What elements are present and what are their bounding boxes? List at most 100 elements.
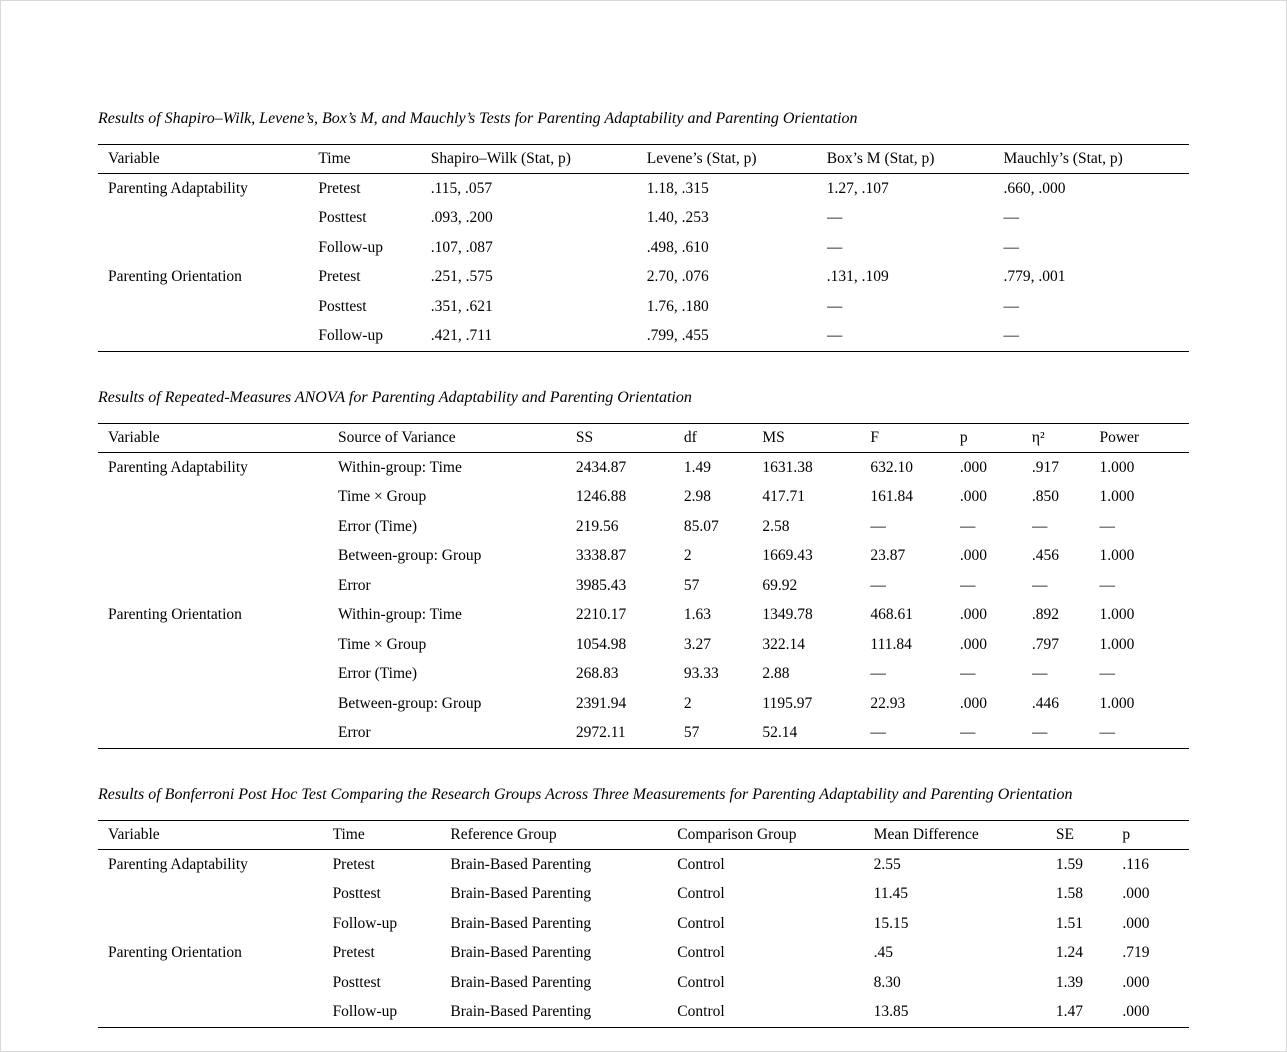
table-row: Follow-up Brain-Based Parenting Control 13.… (98, 998, 1189, 1028)
column-header: p (1122, 820, 1189, 851)
table-row: Time × Group 1246.88 2.98 417.71 161.84 .000.… (98, 483, 1189, 512)
assumption-tests-section: Results of Shapiro–Wilk, Levene’s, Box’s… (98, 97, 1189, 353)
table-cell: Brain-Based Parenting (450, 944, 592, 962)
table-cell: .107, .087 (430, 238, 493, 256)
column-header: MS (762, 423, 871, 454)
table-cell: 3985.43 (575, 576, 627, 594)
table-cell: .892 (1031, 606, 1059, 624)
table-cell (98, 660, 338, 689)
table-cell: — (870, 724, 886, 742)
table-cell: 1.000 (1099, 547, 1135, 565)
table-cell: .000 (959, 458, 987, 476)
table-cell: 1.000 (1099, 488, 1135, 506)
table-cell: .131, .109 (826, 268, 889, 286)
table-cell: 1.51 (1055, 914, 1083, 932)
table-cell: .498, .610 (646, 238, 709, 256)
column-header: p (959, 423, 1032, 454)
table-row: Posttest .351, .621 1.76, .180 — — (98, 292, 1189, 321)
table-cell: .797 (1031, 635, 1059, 653)
table-cell: .719 (1122, 944, 1150, 962)
table-cell: Posttest (318, 209, 367, 227)
table-cell: — (1003, 327, 1019, 345)
table-cell: 2 (683, 694, 692, 712)
anova-table-title: Results of Repeated-Measures ANOVA for P… (98, 389, 692, 407)
table-cell (98, 233, 318, 262)
table-header-row: Variable Time Reference Group Comparison Gr… (98, 820, 1189, 851)
table-cell: .850 (1031, 488, 1059, 506)
column-header: Shapiro–Wilk (Stat, p) (430, 144, 647, 175)
column-header: Levene’s (Stat, p) (646, 144, 827, 175)
table-row: Follow-up .107, .087 .498, .610 — — (98, 233, 1189, 262)
column-header: Mean Difference (873, 820, 1056, 851)
table-cell: Pretest (318, 179, 361, 197)
column-header: SE (1055, 820, 1123, 851)
table-cell: 2210.17 (575, 606, 627, 624)
column-header: F (870, 423, 960, 454)
table-cell (98, 512, 338, 541)
table-cell (98, 483, 338, 512)
table-row: Between-group: Group 2391.94 2 1195.97 22.93… (98, 689, 1189, 718)
table-cell: Error (Time) (338, 665, 418, 683)
column-header: Variable (98, 144, 319, 175)
table-cell: .000 (1122, 885, 1150, 903)
table-cell: 1.000 (1099, 635, 1135, 653)
table-cell: — (1031, 517, 1048, 535)
table-cell: 57 (683, 724, 700, 742)
table-cell: Pretest (332, 855, 375, 873)
table-row: Error 3985.43 57 69.92 — — — — (98, 571, 1189, 600)
table-cell: .456 (1031, 547, 1059, 565)
assumption-tests-table-title: Results of Shapiro–Wilk, Levene’s, Box’s… (98, 110, 858, 127)
table-row: Posttest Brain-Based Parenting Control 11.4… (98, 880, 1189, 909)
table-cell: 2.88 (762, 665, 790, 683)
table-cell: 632.10 (870, 458, 914, 476)
table-cell: 1349.78 (762, 606, 813, 624)
table-cell: — (959, 665, 976, 683)
table-cell (98, 880, 333, 909)
table-cell: .000 (959, 488, 987, 506)
table-cell: Time × Group (338, 635, 427, 653)
table-row: Error (Time) 219.56 85.07 2.58 — — — — (98, 512, 1189, 541)
table-row: Parenting Orientation Pretest Brain-Based … (98, 939, 1189, 968)
column-header: Box’s M (Stat, p) (826, 144, 1004, 175)
table-row: Error (Time) 268.83 93.33 2.88 — — — — (98, 660, 1189, 689)
table-cell: Parenting Orientation (108, 944, 242, 962)
table-cell: Between-group: Group (338, 694, 482, 712)
table-cell: 322.14 (762, 635, 806, 653)
table-cell: .799, .455 (646, 327, 709, 345)
table-cell: .115, .057 (430, 179, 493, 197)
table-row: Posttest Brain-Based Parenting Control 8.30… (98, 968, 1189, 997)
table-cell: — (1003, 297, 1019, 315)
table-cell: Follow-up (332, 914, 398, 932)
table-cell: — (1003, 238, 1019, 256)
table-cell: 57 (683, 576, 700, 594)
column-header: Time (318, 144, 431, 175)
table-cell: 1246.88 (575, 488, 627, 506)
table-cell: Pretest (318, 268, 361, 286)
table-cell: .351, .621 (430, 297, 493, 315)
table-cell: 468.61 (870, 606, 914, 624)
table-cell: .093, .200 (430, 209, 493, 227)
table-cell: Parenting Adaptability (108, 458, 248, 476)
table-cell: 1.40, .253 (646, 209, 709, 227)
posthoc-table-title: Results of Bonferroni Post Hoc Test Comp… (98, 786, 1073, 804)
table-cell: — (1031, 665, 1048, 683)
table-cell: 8.30 (873, 973, 901, 991)
table-cell: 1.000 (1099, 606, 1135, 624)
table-cell: — (826, 238, 843, 256)
table-cell: Control (677, 973, 725, 991)
column-header: Time (332, 820, 451, 851)
table-cell: 1.27, .107 (826, 179, 889, 197)
table-row: Parenting Adaptability Pretest Brain-Based… (98, 850, 1189, 880)
table-cell: 2.70, .076 (646, 268, 709, 286)
table-cell: .45 (873, 944, 894, 962)
table-row: Error 2972.11 57 52.14 — — — — (98, 719, 1189, 749)
table-cell: 1669.43 (762, 547, 813, 565)
table-cell: 1195.97 (762, 694, 813, 712)
table-cell: .917 (1031, 458, 1059, 476)
table-cell: 2.58 (762, 517, 790, 535)
table-cell: .251, .575 (430, 268, 493, 286)
table-row: Follow-up Brain-Based Parenting Control 15.… (98, 909, 1189, 938)
table-cell: Error (338, 576, 371, 594)
